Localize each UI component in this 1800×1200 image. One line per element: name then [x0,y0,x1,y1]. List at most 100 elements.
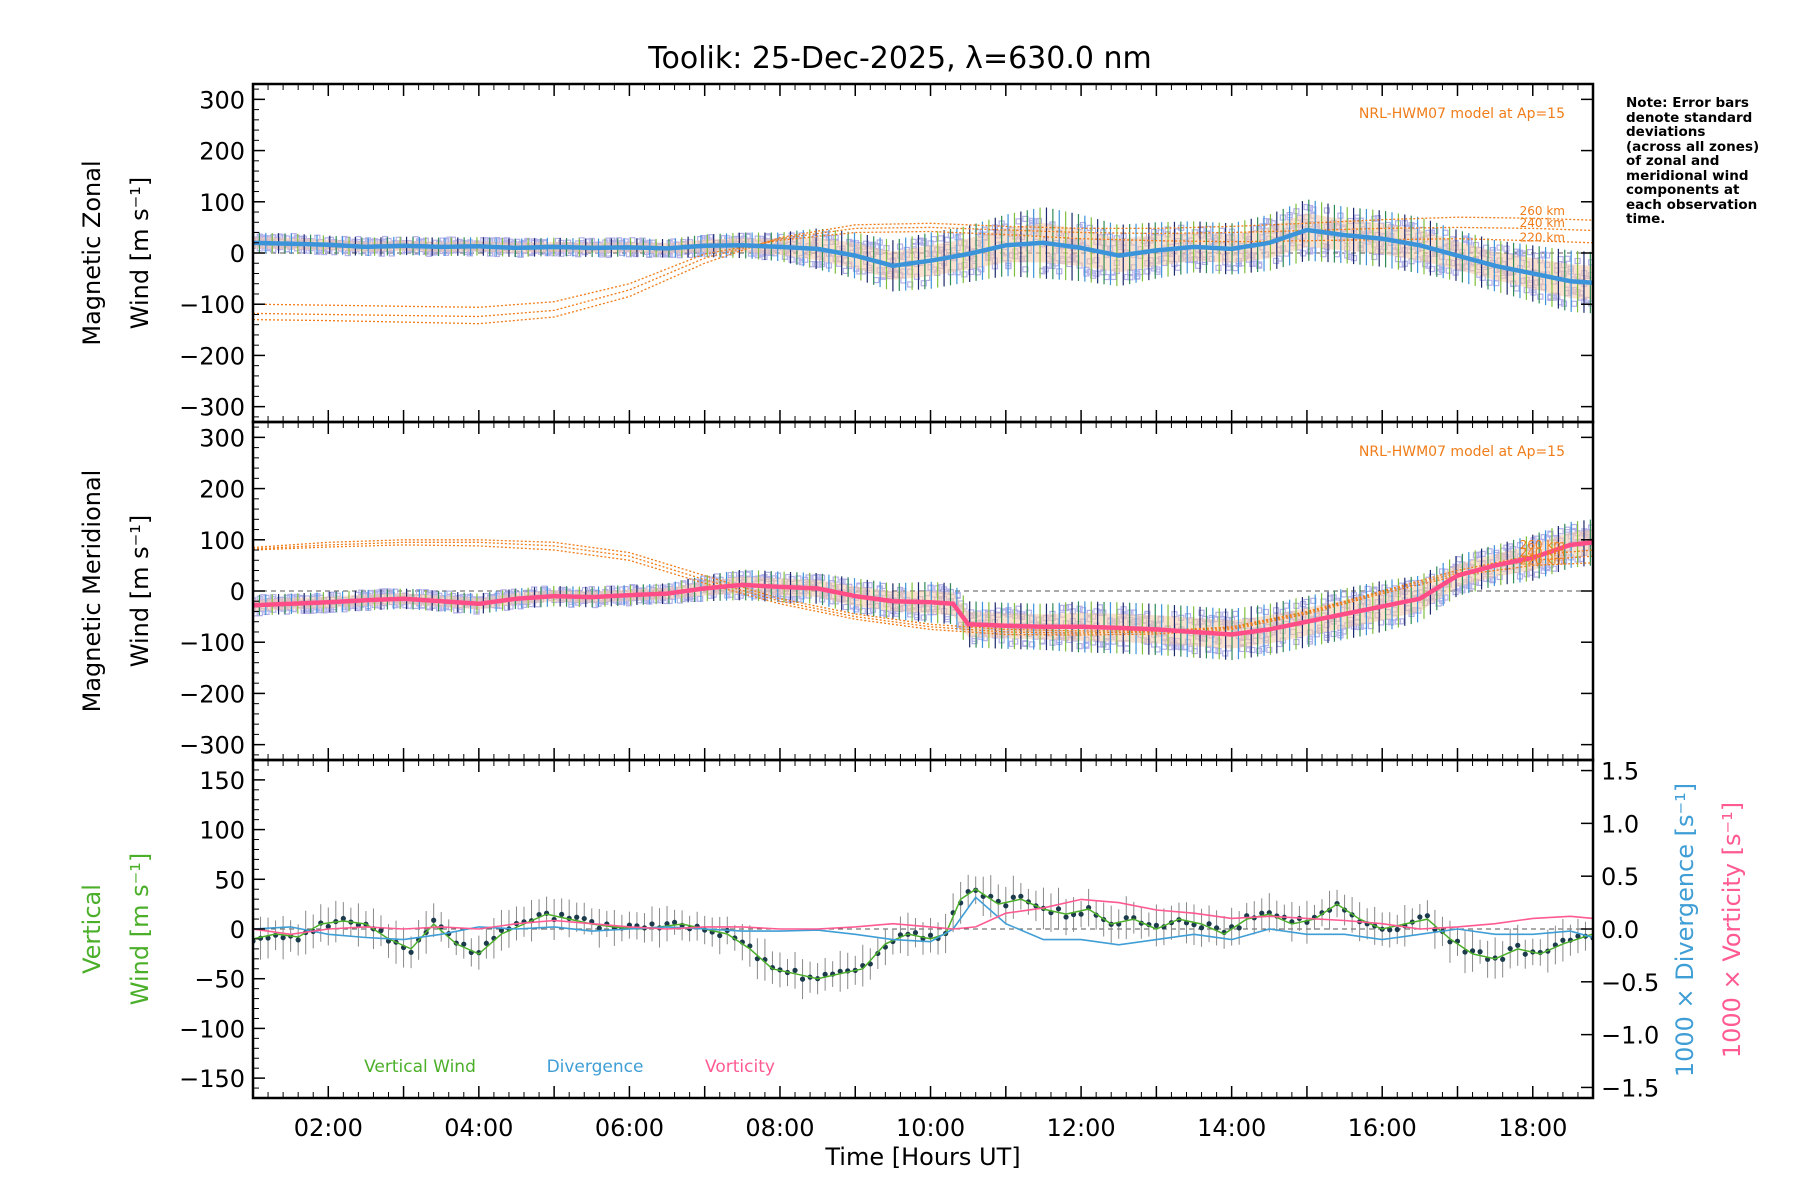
vertical-point [792,967,798,973]
y-tick-label: 200 [199,476,245,504]
scatter-point [913,614,921,621]
y2-tick-label: 0.0 [1601,916,1639,944]
model-curve [253,226,1593,318]
y-axis-label-line2: Wind [m s⁻¹] [126,177,154,329]
y-tick-label: 100 [199,817,245,845]
scatter-point [1310,247,1317,254]
divergence-axis-label: 1000 × Divergence [s⁻¹] [1671,783,1699,1077]
scatter-point [697,595,704,602]
vertical-point [596,925,602,931]
vertical-point [265,935,271,941]
scatter-point [1435,265,1442,272]
y2-tick-label: 1.5 [1601,758,1639,786]
scatter-point [1144,268,1151,275]
y-axis-label-line1: Vertical [78,884,106,974]
scatter-point [1333,251,1341,258]
scatter-point [859,607,866,615]
y2-tick-label: 1.0 [1601,810,1639,838]
scatter-point [1310,597,1317,604]
scatter-point [961,271,968,278]
scatter-point [1320,251,1327,258]
scatter-point [1083,641,1090,648]
vertical-point [1500,956,1506,962]
scatter-point [1306,248,1314,255]
scatter-point [1564,255,1571,262]
vertical-point [1477,949,1483,955]
model-label: NRL-HWM07 model at Ap=15 [1359,106,1565,122]
y-tick-label: −200 [179,342,245,370]
vertical-point [574,914,580,920]
vertical-point [1003,903,1009,909]
scatter-point [1486,548,1493,555]
vertical-point [664,921,670,927]
note-line: deviations [1626,124,1706,140]
scatter-point [1547,530,1554,537]
scatter-point [1022,266,1029,273]
scatter-point [1215,647,1222,655]
vorticity-line [253,898,1593,936]
y-tick-label: −300 [179,394,245,422]
y-tick-label: 300 [199,86,245,114]
scatter-point [1330,630,1337,638]
scatter-point [1489,577,1496,584]
vertical-point [1515,942,1521,948]
scatter-point [937,235,944,242]
scatter-point [1232,610,1239,617]
scatter-point [453,607,460,614]
vertical-point [498,927,505,933]
scatter-point [1076,605,1083,612]
scatter-point [1022,640,1029,648]
scatter-point [920,614,927,621]
plot-area [253,199,1593,325]
y-tick-label: −100 [179,629,245,657]
scatter-point [1083,270,1090,277]
scatter-point [1215,611,1222,618]
scatter-point [1527,249,1534,256]
scatter-point [1306,638,1314,645]
y-tick-label: −300 [179,732,245,760]
vorticity-axis-label: 1000 × Vorticity [s⁻¹] [1718,802,1746,1058]
y-tick-label: 0 [230,578,245,606]
scatter-point [812,261,819,268]
vertical-point [649,921,655,927]
panel-vertical: −1.5 −1.0 −0.5 0.0 0.5 1.0 1.5 1000 × Divergenc… [78,758,1746,1171]
scatter-point [917,238,924,245]
scatter-point [734,593,741,600]
note-line: each observation [1626,196,1758,213]
scatter-point [1472,552,1480,559]
scatter-point [1445,267,1452,274]
scatter-point [1256,261,1263,268]
y-tick-label: 100 [199,527,245,555]
scatter-point [1486,279,1493,286]
scatter-point [920,280,927,287]
legend-entry: Vorticity [705,1057,775,1077]
y-tick-label: 0 [230,240,245,268]
plot-area [253,874,1593,1000]
scatter-point [1323,207,1330,214]
scatter-point [1540,251,1547,258]
scatter-point [839,578,846,585]
scatter-point [1540,534,1547,541]
x-tick-label: 16:00 [1348,1114,1417,1142]
y2-tick-label: −1.5 [1601,1074,1659,1102]
scatter-point [1198,609,1205,616]
vertical-point [1417,914,1423,920]
y-tick-label: −100 [179,1015,245,1043]
note-line: Note: Error bars [1626,95,1749,111]
x-tick-label: 08:00 [745,1114,814,1142]
scatter-point [1550,565,1557,572]
scatter-point [1388,619,1395,626]
scatter-point [954,234,961,241]
y-tick-label: −150 [179,1065,245,1093]
scatter-point [1543,252,1551,259]
x-tick-label: 12:00 [1047,1114,1116,1142]
y-axis-label-line1: Magnetic Zonal [78,160,106,345]
scatter-point [1137,268,1144,276]
note-line: meridional wind [1626,167,1749,184]
vertical-point [671,919,678,925]
wind-line [253,540,1593,637]
scatter-point [873,276,880,284]
scatter-point [1276,640,1283,648]
